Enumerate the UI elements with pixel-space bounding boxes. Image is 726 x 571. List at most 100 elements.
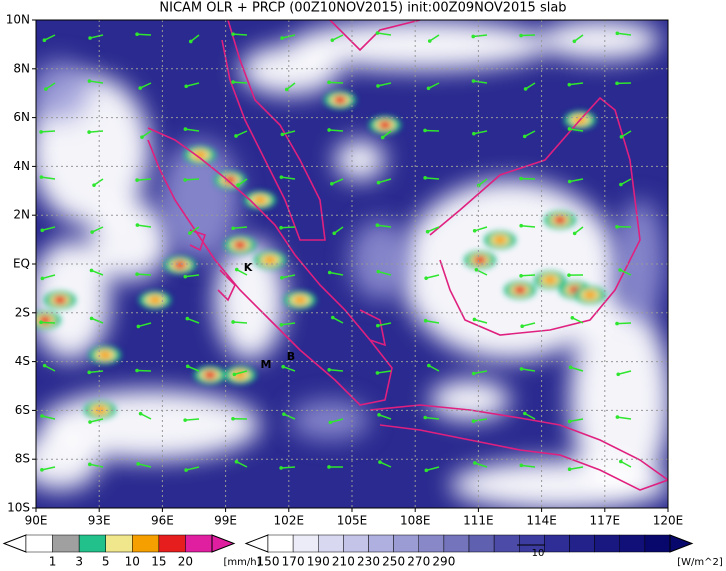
wind-arrowhead [279, 466, 283, 470]
wind-vector [329, 81, 344, 84]
colorbar-label: 5 [102, 555, 110, 569]
wind-arrowhead [135, 32, 139, 37]
wind-arrowhead [135, 223, 140, 227]
wind-arrowhead [519, 33, 523, 38]
colorbar-segment [292, 534, 319, 553]
colorbar-label: 250 [382, 555, 405, 569]
wind-arrowhead [231, 32, 235, 36]
colorbar-segment [569, 534, 595, 553]
wind-vector [233, 33, 248, 36]
rain-cell [334, 96, 346, 104]
wind-vector [569, 178, 584, 183]
wind-vector [473, 130, 488, 135]
wind-vector [89, 418, 104, 423]
wind-arrowhead [423, 318, 428, 323]
lon-label: 117E [590, 514, 621, 528]
wind-arrowhead [231, 320, 235, 324]
wind-arrowhead [380, 135, 385, 140]
coastline [217, 269, 236, 302]
wind-vector [93, 178, 104, 186]
wind-vector [521, 368, 536, 372]
wind-arrowhead [39, 130, 43, 134]
colorbar-label: 1 [49, 555, 57, 569]
wind-arrowhead [473, 461, 477, 465]
wind-vector [185, 128, 200, 132]
wind-arrowhead [284, 87, 289, 92]
wind-vector [185, 418, 200, 421]
wind-vector [426, 466, 440, 472]
colorbar-unit: [W/m^2] [677, 557, 723, 568]
colorbar-label: 270 [407, 555, 430, 569]
wind-arrowhead [570, 316, 575, 320]
rain-cell [194, 151, 206, 159]
colorbar-segment [493, 534, 520, 553]
wind-arrowhead [40, 468, 44, 472]
wind-arrowhead [568, 365, 573, 370]
wind-vector [377, 322, 392, 327]
wind-vector [282, 366, 296, 372]
colorbar-segment [318, 534, 344, 553]
wind-vector [44, 34, 56, 41]
wind-vector [570, 366, 584, 372]
colorbar-label: 15 [151, 555, 166, 569]
wind-arrowhead [375, 371, 380, 375]
wind-vector [137, 224, 152, 228]
wind-arrowhead [234, 459, 239, 464]
colorbar-end [669, 534, 694, 553]
wind-arrowhead [136, 462, 140, 466]
wind-arrowhead [423, 176, 427, 180]
wind-vector [89, 370, 104, 374]
lat-label: 4S [15, 354, 30, 368]
wind-vector [41, 466, 56, 471]
rain-cell [474, 256, 486, 264]
colorbar-segment [544, 534, 570, 553]
wind-vector [331, 178, 344, 185]
wind-vector [185, 274, 200, 278]
wind-arrowhead [378, 460, 382, 464]
map [36, 20, 668, 508]
wind-arrowhead [39, 175, 44, 179]
coastline [359, 309, 387, 347]
lon-label: 105E [337, 514, 368, 528]
wind-arrowhead [567, 419, 572, 424]
wind-vector [89, 463, 104, 468]
wind-arrowhead [184, 84, 189, 89]
wind-vector [571, 317, 584, 324]
wind-arrowhead [615, 224, 619, 229]
wind-arrowhead [88, 462, 92, 467]
wind-vector [233, 81, 248, 84]
wind-vector [138, 322, 152, 328]
wind-vector [521, 464, 536, 468]
coastline [189, 229, 207, 252]
wind-arrowhead [281, 364, 285, 369]
cloud [90, 200, 170, 280]
annotation: K [244, 261, 253, 274]
wind-vector [283, 413, 296, 420]
thin-cloud [615, 200, 665, 320]
coastline [369, 404, 668, 491]
colorbar-segment [185, 534, 213, 553]
annotation: B [287, 350, 295, 363]
wind-vector [41, 176, 56, 180]
wind-arrowhead [92, 183, 96, 187]
lat-label: 10N [6, 13, 30, 27]
wind-vector [45, 82, 56, 90]
colorbar-end [2, 534, 27, 553]
wind-arrowhead [519, 463, 524, 468]
colorbar-label: 210 [332, 555, 355, 569]
wind-vector [377, 32, 392, 36]
wind-vector [521, 274, 536, 277]
wind-arrowhead [87, 79, 92, 83]
wind-arrowhead [520, 324, 524, 329]
wind-arrowhead [140, 135, 144, 139]
rain-cell [554, 216, 566, 224]
rain-cell [94, 406, 106, 414]
colorbar-segment [443, 534, 470, 553]
wind-vector [521, 34, 536, 37]
wind-vector [41, 321, 56, 324]
lat-label: 6S [15, 403, 30, 417]
wind-vector [474, 462, 488, 468]
cloud [570, 300, 668, 500]
wind-arrowhead [136, 324, 141, 329]
cloud-layer [36, 60, 665, 440]
